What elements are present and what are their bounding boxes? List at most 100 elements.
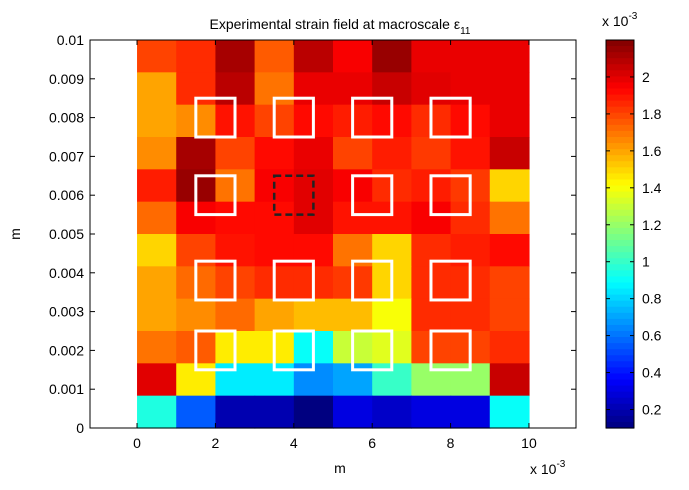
y-tick-label: 0.001 (49, 381, 84, 397)
colorbar-step (606, 124, 634, 132)
colorbar-step (606, 149, 634, 156)
colorbar-step (606, 264, 634, 271)
heatmap-cell (489, 40, 530, 73)
heatmap-cell (489, 72, 530, 106)
colorbar-step (606, 409, 634, 417)
heatmap-cell (489, 395, 530, 429)
colorbar-step (606, 385, 634, 393)
colorbar-tick-label: 0.6 (642, 328, 662, 344)
y-tick-label: 0 (76, 420, 84, 436)
colorbar-step (606, 349, 634, 356)
heatmap-cell (333, 40, 373, 73)
white-box (194, 96, 237, 139)
x-axis-multiplier: x 10-3 (530, 459, 566, 477)
y-tick-label: 0.002 (49, 342, 84, 358)
heatmap-cell (176, 298, 217, 332)
heatmap-cell (489, 266, 530, 300)
heatmap-cell (489, 137, 530, 170)
colorbar-step (606, 391, 634, 399)
colorbar-step (606, 161, 634, 168)
y-tick-label: 0.005 (49, 226, 84, 242)
colorbar-tick-label: 0.2 (642, 402, 662, 418)
colorbar-step (606, 185, 634, 193)
colorbar-step (606, 167, 634, 174)
y-tick-label: 0.003 (49, 304, 84, 320)
colorbar-step (606, 331, 634, 338)
white-box (272, 329, 315, 372)
colorbar-tick-label: 1.6 (642, 143, 662, 159)
heatmap-cell (372, 40, 412, 73)
colorbar-step (606, 173, 634, 181)
x-tick-label: 2 (212, 435, 220, 451)
y-tick-label: 0.009 (49, 71, 84, 87)
colorbar-tick-label: 1.2 (642, 217, 662, 233)
heatmap-cell (372, 298, 412, 332)
white-box (194, 329, 237, 372)
colorbar-step (606, 355, 634, 362)
colorbar-step (606, 64, 634, 71)
heatmap-cell (215, 40, 256, 73)
white-box (194, 259, 237, 302)
colorbar-step (606, 100, 634, 108)
heatmap-cell (450, 137, 491, 170)
heatmap-cell (215, 298, 256, 332)
heatmap-cell (137, 40, 177, 73)
y-tick-label: 0.008 (49, 110, 84, 126)
heatmap-cell (372, 137, 412, 170)
colorbar-step (606, 137, 634, 144)
colorbar-tick-label: 1 (642, 254, 650, 270)
white-box (429, 174, 472, 217)
heatmap-cell (254, 40, 295, 73)
x-tick-label: 10 (521, 435, 537, 451)
heatmap-cell (489, 201, 530, 235)
colorbar-multiplier-exponent: -3 (628, 11, 637, 22)
colorbar-step (606, 252, 634, 259)
colorbar-step (606, 294, 634, 302)
colorbar-step (606, 58, 634, 65)
colorbar-step (606, 155, 634, 162)
heatmap-cell (137, 331, 177, 364)
colorbar-step (606, 270, 634, 278)
colorbar-frame (605, 39, 635, 429)
white-box (429, 329, 472, 372)
heatmap-cell (411, 395, 452, 429)
heatmap-cell (450, 298, 491, 332)
colorbar-step (606, 240, 634, 247)
colorbar-step (606, 191, 634, 199)
heatmap-cell (411, 298, 452, 332)
annotation-boxes (194, 96, 472, 372)
colorbar-step (606, 227, 634, 235)
colorbar-step (606, 258, 634, 265)
x-tick-label: 8 (447, 435, 455, 451)
heatmap-cell (137, 201, 177, 235)
heatmap-cell (333, 298, 373, 332)
colorbar-multiplier: x 10-3 (602, 11, 638, 29)
heatmap-cell (293, 137, 334, 170)
colorbar-tick-label: 1.4 (642, 180, 662, 196)
heatmap-cell (489, 298, 530, 332)
colorbar-gradient (606, 40, 634, 429)
x-axis-multiplier-exponent: -3 (556, 459, 565, 470)
colorbar-step (606, 421, 634, 429)
y-tick-label: 0.004 (49, 265, 84, 281)
heatmap-cell (254, 298, 295, 332)
colorbar-tick-label: 0.4 (642, 365, 662, 381)
colorbar-step (606, 70, 634, 77)
x-axis-multiplier-base: x 10 (530, 461, 557, 477)
colorbar-step (606, 276, 634, 284)
white-box (429, 259, 472, 302)
colorbar-step (606, 234, 634, 241)
colorbar-tick-label: 2 (642, 69, 650, 85)
colorbar-step (606, 130, 634, 138)
y-tick-label: 0.01 (57, 32, 84, 48)
colorbar-step (606, 312, 634, 320)
colorbar-ticks: 0.2 0.4 0.6 0.8 1 1.2 1.4 1.6 1.8 2 (606, 69, 662, 418)
heatmap-cell (411, 137, 452, 170)
colorbar-step (606, 367, 634, 375)
colorbar-step (606, 209, 634, 217)
colorbar-step (606, 203, 634, 211)
colorbar-step (606, 40, 634, 47)
chart-title-subscript: 11 (460, 26, 471, 37)
heatmap-cell (137, 137, 177, 170)
heatmap-cell (176, 40, 217, 73)
